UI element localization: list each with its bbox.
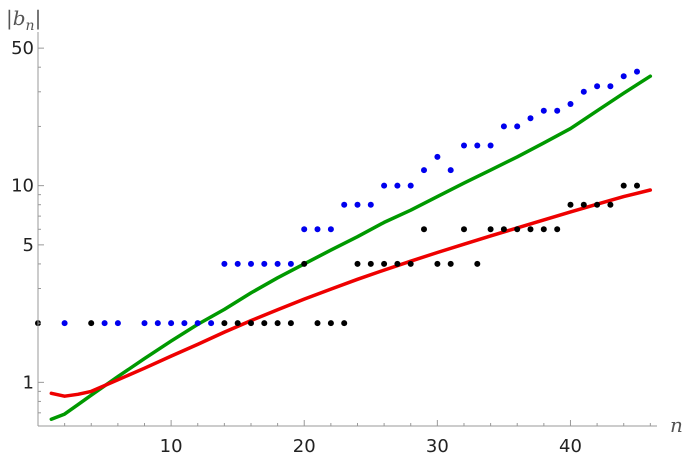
data-point	[327, 320, 334, 327]
x-axis-label: n	[670, 413, 683, 437]
data-point	[447, 167, 454, 174]
data-point	[154, 320, 161, 327]
data-point	[341, 201, 348, 208]
y-tick-label: 50	[11, 38, 34, 59]
x-tick-label: 10	[160, 436, 183, 457]
data-point	[407, 182, 414, 189]
data-point	[274, 260, 281, 267]
data-point	[500, 226, 507, 233]
data-point	[461, 142, 467, 149]
data-point	[248, 260, 254, 267]
y-tick-label: 10	[11, 176, 34, 197]
data-point	[274, 320, 281, 327]
data-point	[354, 201, 361, 208]
data-point	[407, 260, 414, 267]
data-point	[514, 226, 521, 233]
data-point	[554, 226, 561, 233]
data-point	[327, 226, 334, 233]
data-point	[367, 260, 374, 267]
data-point	[527, 226, 534, 233]
y-axis-label-end: |	[35, 6, 42, 31]
data-point	[567, 101, 574, 107]
y-axis-label: |bn|	[6, 6, 41, 34]
data-point	[527, 115, 534, 122]
data-point	[381, 260, 388, 267]
data-point	[221, 320, 228, 327]
data-point	[620, 182, 627, 189]
y-tick-label: 1	[23, 372, 34, 393]
data-point	[634, 68, 640, 75]
data-point	[421, 226, 427, 233]
y-axis-label-sub: n	[26, 18, 35, 34]
data-point	[61, 320, 68, 327]
data-point	[580, 88, 587, 95]
data-point	[248, 320, 254, 327]
ticks: 10 20 30 40 1 5 10 50	[11, 38, 651, 457]
plot-lines	[49, 74, 653, 421]
data-point	[301, 260, 308, 267]
data-point	[434, 260, 441, 267]
data-point	[168, 320, 175, 327]
series-line	[49, 74, 653, 421]
data-point	[540, 226, 547, 233]
data-point	[514, 123, 521, 130]
data-point	[461, 226, 467, 233]
data-point	[101, 320, 108, 327]
data-point	[474, 260, 481, 267]
data-point	[620, 73, 627, 80]
data-point	[421, 167, 427, 174]
data-point	[341, 320, 348, 327]
data-point	[287, 260, 294, 267]
series-line	[49, 188, 653, 398]
data-point	[554, 107, 561, 114]
x-tick-label: 40	[559, 436, 582, 457]
data-point	[301, 226, 308, 233]
data-point	[634, 182, 640, 189]
x-tick-label: 20	[293, 436, 316, 457]
data-point	[594, 201, 601, 208]
data-point	[447, 260, 454, 267]
data-point	[234, 320, 241, 327]
data-point	[367, 201, 374, 208]
data-point	[261, 260, 268, 267]
data-point	[354, 260, 361, 267]
data-point	[607, 201, 614, 208]
data-point	[314, 226, 321, 233]
data-point	[580, 201, 587, 208]
data-point	[594, 83, 601, 90]
data-point	[434, 153, 441, 160]
data-point	[181, 320, 188, 327]
data-point	[194, 320, 201, 327]
y-tick-label: 5	[23, 235, 34, 256]
data-point	[381, 182, 388, 189]
data-point	[88, 320, 95, 327]
data-point	[540, 107, 547, 114]
data-point	[567, 201, 574, 208]
data-point	[487, 226, 494, 233]
data-point	[141, 320, 148, 327]
data-point	[114, 320, 121, 327]
data-point	[287, 320, 294, 327]
data-point	[394, 260, 401, 267]
x-tick-label: 30	[426, 436, 449, 457]
data-point	[208, 320, 215, 327]
data-point	[394, 182, 401, 189]
data-point	[234, 260, 241, 267]
data-point	[474, 142, 481, 149]
data-point	[221, 260, 228, 267]
data-point	[500, 123, 507, 130]
data-point	[261, 320, 268, 327]
data-point	[314, 320, 321, 327]
data-point	[487, 142, 494, 149]
plot-points	[35, 68, 640, 327]
y-axis-label-base: |b	[6, 6, 26, 31]
data-point	[607, 83, 614, 90]
